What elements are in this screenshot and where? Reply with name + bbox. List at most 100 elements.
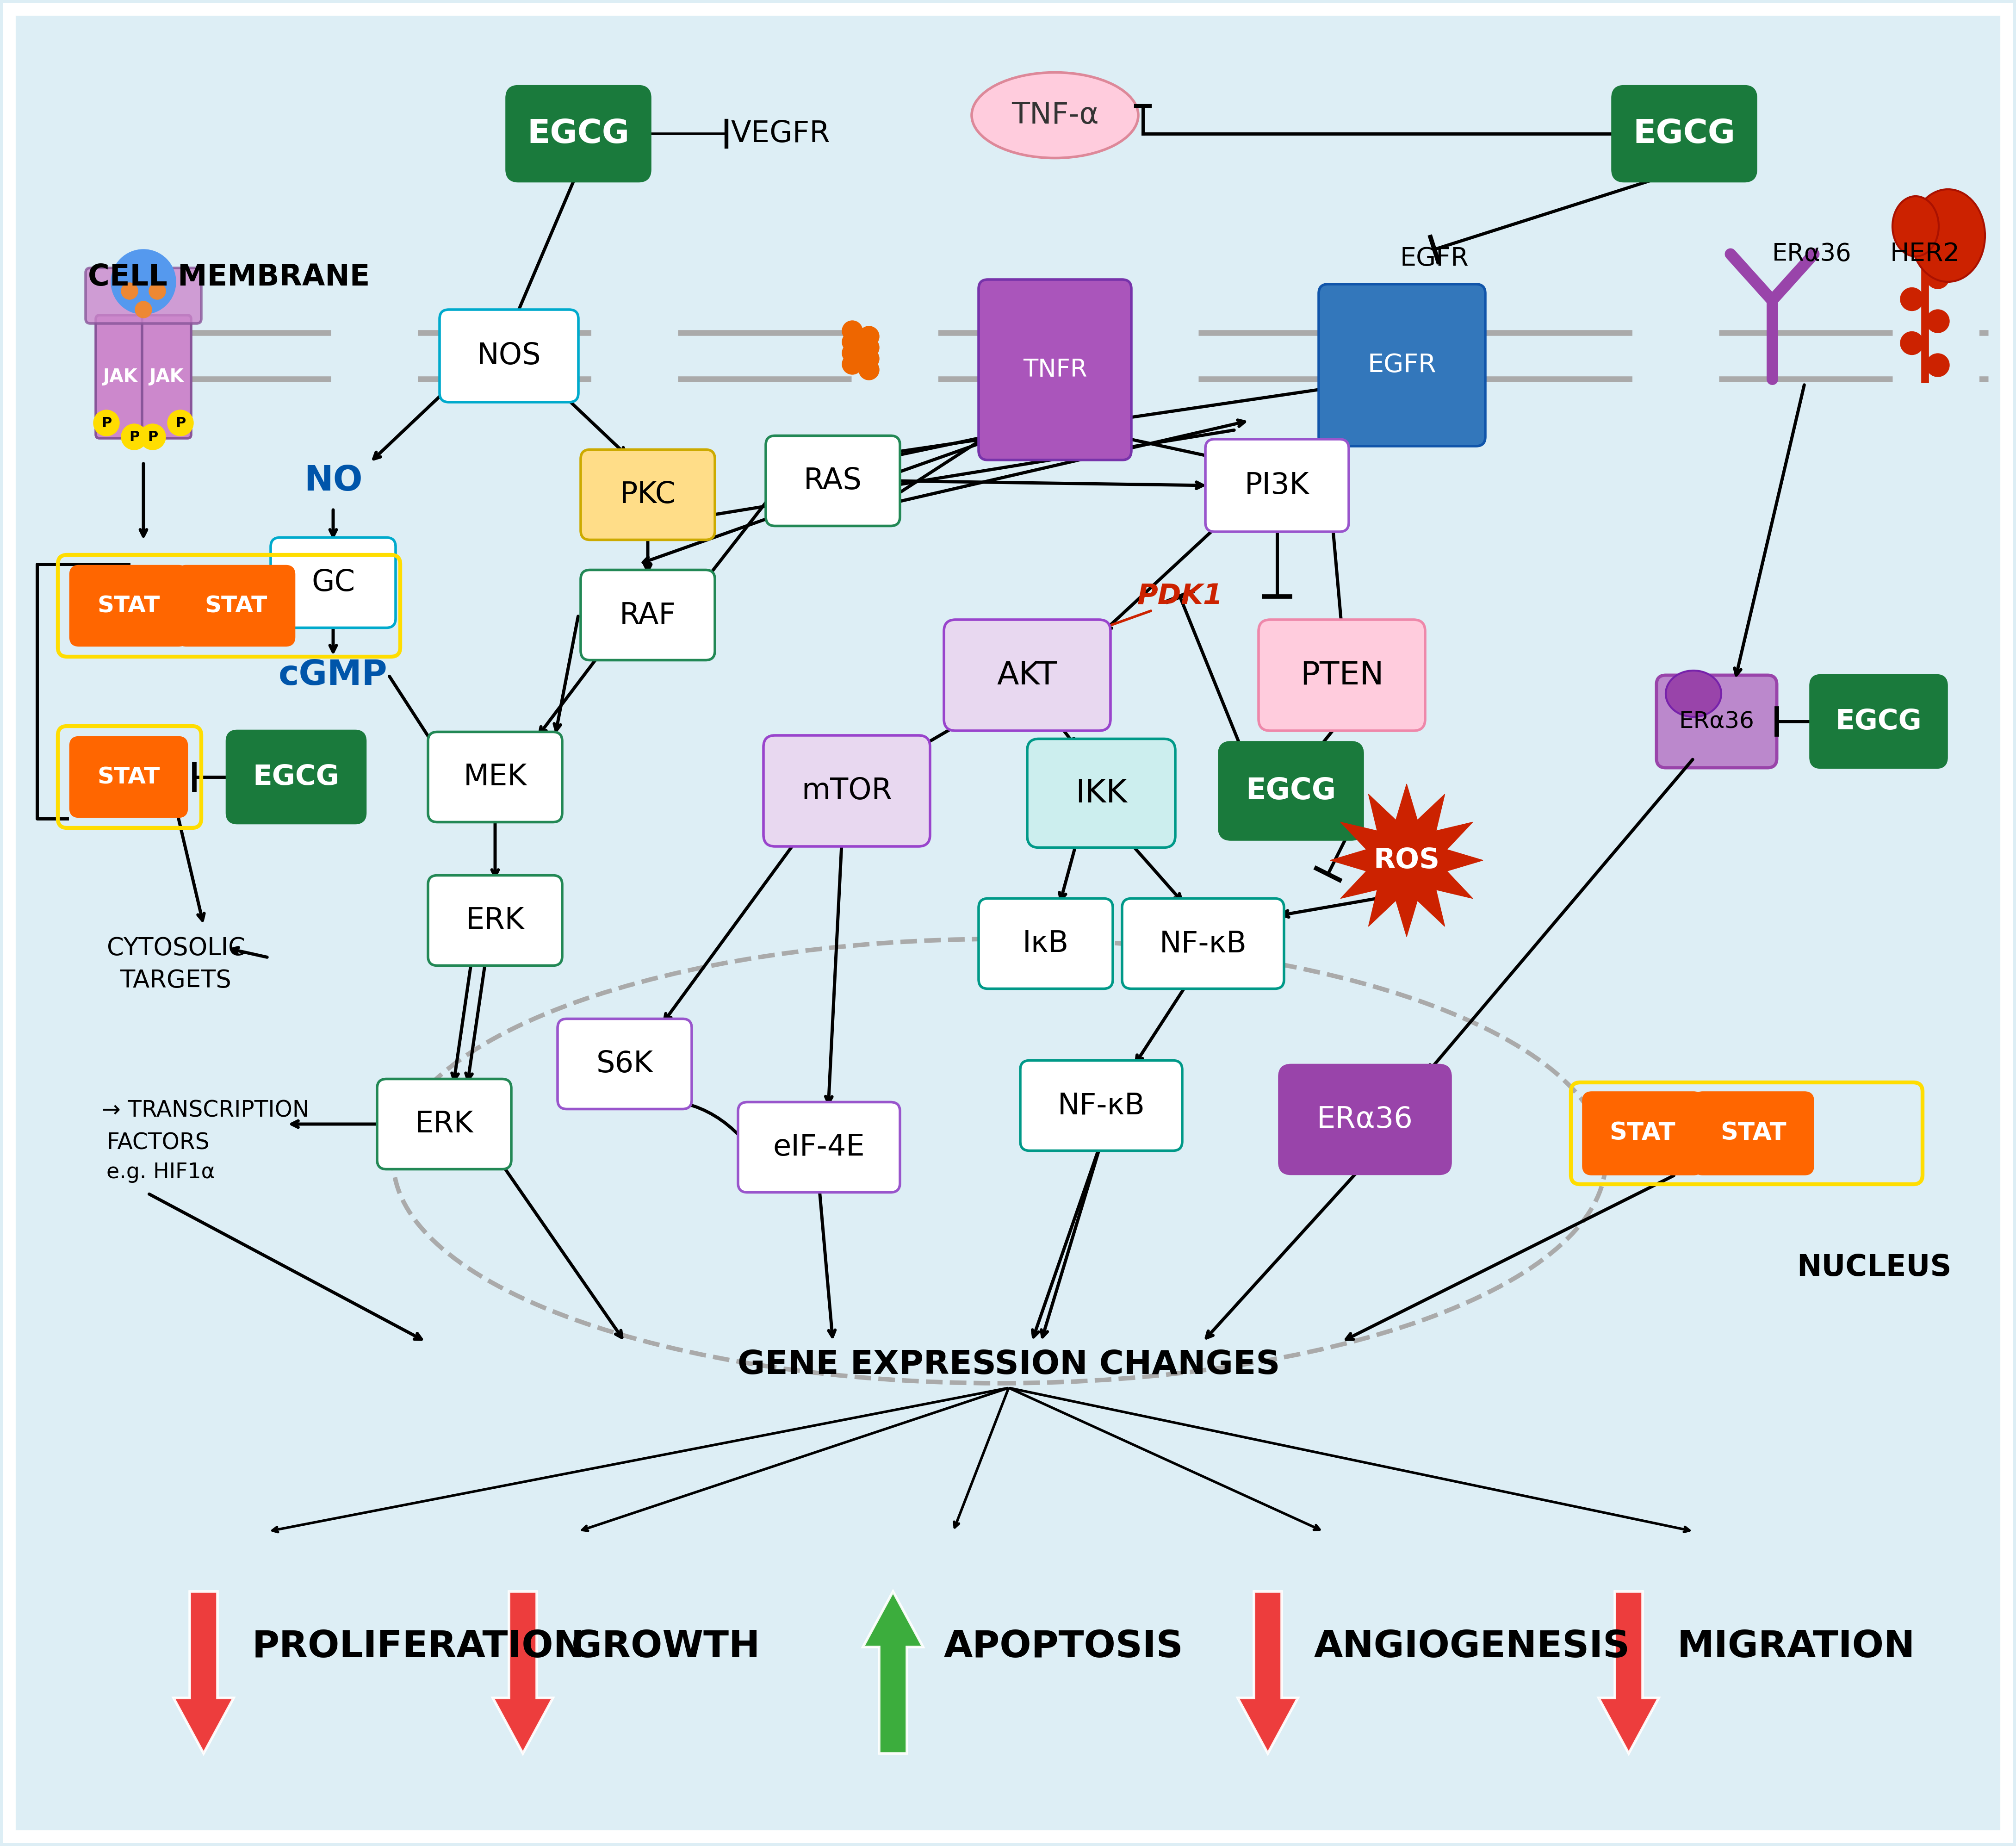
Text: STAT: STAT: [97, 766, 159, 788]
FancyBboxPatch shape: [978, 279, 1131, 460]
Text: NF-κB: NF-κB: [1159, 929, 1246, 958]
Text: CELL MEMBRANE: CELL MEMBRANE: [89, 262, 369, 292]
Text: EGFR: EGFR: [1367, 353, 1437, 378]
Text: PROLIFERATION: PROLIFERATION: [252, 1628, 585, 1665]
Circle shape: [859, 360, 879, 380]
FancyBboxPatch shape: [71, 567, 187, 646]
Text: EGCG: EGCG: [1246, 777, 1337, 805]
FancyBboxPatch shape: [141, 316, 192, 438]
Circle shape: [135, 301, 151, 318]
Polygon shape: [492, 1591, 552, 1754]
Circle shape: [843, 343, 863, 364]
Text: STAT: STAT: [206, 594, 268, 617]
Text: PTEN: PTEN: [1300, 659, 1383, 690]
FancyBboxPatch shape: [228, 731, 365, 823]
Circle shape: [121, 282, 137, 299]
Text: ERK: ERK: [466, 906, 524, 934]
Text: IKK: IKK: [1075, 777, 1127, 809]
FancyBboxPatch shape: [1028, 738, 1175, 847]
FancyBboxPatch shape: [1206, 439, 1349, 532]
Circle shape: [843, 332, 863, 353]
Text: CYTOSOLIC: CYTOSOLIC: [107, 936, 246, 960]
Text: EGCG: EGCG: [1633, 118, 1736, 150]
Circle shape: [859, 327, 879, 347]
Text: APOPTOSIS: APOPTOSIS: [943, 1628, 1183, 1665]
Text: RAF: RAF: [619, 600, 675, 629]
FancyBboxPatch shape: [581, 570, 716, 661]
Text: P: P: [175, 415, 185, 430]
Text: NOS: NOS: [478, 342, 540, 371]
FancyBboxPatch shape: [558, 1019, 691, 1109]
FancyBboxPatch shape: [71, 737, 187, 816]
Text: PI3K: PI3K: [1244, 471, 1308, 500]
FancyBboxPatch shape: [1280, 1065, 1452, 1174]
FancyBboxPatch shape: [506, 87, 649, 181]
Text: EGCG: EGCG: [252, 764, 339, 790]
Text: mTOR: mTOR: [802, 777, 891, 805]
FancyBboxPatch shape: [10, 9, 2006, 1837]
Ellipse shape: [1893, 196, 1939, 257]
Text: STAT: STAT: [97, 594, 159, 617]
Text: ANGIOGENESIS: ANGIOGENESIS: [1314, 1628, 1631, 1665]
Text: JAK: JAK: [149, 367, 183, 386]
Text: P: P: [101, 415, 111, 430]
FancyBboxPatch shape: [1020, 1060, 1181, 1150]
Text: e.g. HIF1α: e.g. HIF1α: [107, 1163, 216, 1183]
FancyBboxPatch shape: [978, 899, 1113, 989]
Text: MIGRATION: MIGRATION: [1677, 1628, 1915, 1665]
FancyBboxPatch shape: [97, 316, 145, 438]
Circle shape: [859, 349, 879, 369]
Circle shape: [121, 425, 147, 450]
Text: P: P: [129, 430, 139, 443]
Text: TARGETS: TARGETS: [121, 969, 232, 993]
Text: ERα36: ERα36: [1772, 242, 1851, 266]
Circle shape: [1901, 332, 1923, 354]
FancyBboxPatch shape: [1258, 620, 1425, 731]
FancyBboxPatch shape: [1583, 1093, 1702, 1174]
Text: TNFR: TNFR: [1022, 358, 1087, 382]
Text: EGFR: EGFR: [1399, 246, 1470, 271]
Text: MEK: MEK: [464, 762, 526, 792]
Ellipse shape: [1911, 190, 1986, 282]
Circle shape: [1901, 288, 1923, 310]
FancyBboxPatch shape: [1613, 87, 1756, 181]
Circle shape: [139, 425, 165, 450]
FancyBboxPatch shape: [943, 620, 1111, 731]
Ellipse shape: [1665, 670, 1722, 716]
Polygon shape: [1599, 1591, 1659, 1754]
Text: ERα36: ERα36: [1679, 711, 1754, 733]
FancyBboxPatch shape: [377, 1078, 512, 1169]
FancyBboxPatch shape: [427, 875, 562, 965]
Circle shape: [1925, 266, 1949, 288]
Text: P: P: [147, 430, 157, 443]
Text: RAS: RAS: [804, 467, 863, 495]
Text: PDK1: PDK1: [1137, 583, 1224, 611]
Circle shape: [1925, 354, 1949, 377]
Text: GENE EXPRESSION CHANGES: GENE EXPRESSION CHANGES: [738, 1349, 1280, 1381]
Text: ERK: ERK: [415, 1109, 474, 1139]
FancyBboxPatch shape: [581, 450, 716, 539]
FancyBboxPatch shape: [1318, 284, 1486, 447]
FancyBboxPatch shape: [1693, 1093, 1812, 1174]
Text: PKC: PKC: [619, 480, 675, 509]
Text: EGCG: EGCG: [1835, 707, 1921, 735]
Circle shape: [111, 249, 175, 314]
Text: IκB: IκB: [1022, 929, 1068, 958]
Text: HER2: HER2: [1889, 242, 1960, 266]
Text: cGMP: cGMP: [278, 659, 387, 692]
FancyBboxPatch shape: [766, 436, 899, 526]
Text: VEGFR: VEGFR: [732, 120, 831, 148]
Ellipse shape: [972, 72, 1139, 159]
FancyBboxPatch shape: [439, 310, 579, 402]
Polygon shape: [863, 1591, 923, 1754]
Text: eIF-4E: eIF-4E: [772, 1133, 865, 1161]
Text: STAT: STAT: [1720, 1121, 1786, 1145]
Text: JAK: JAK: [103, 367, 137, 386]
Text: TNF-α: TNF-α: [1012, 102, 1099, 129]
FancyBboxPatch shape: [177, 567, 294, 646]
Circle shape: [843, 321, 863, 342]
FancyBboxPatch shape: [85, 268, 202, 323]
Polygon shape: [1238, 1591, 1298, 1754]
Text: EGCG: EGCG: [528, 118, 629, 150]
Text: ERα36: ERα36: [1316, 1106, 1413, 1133]
